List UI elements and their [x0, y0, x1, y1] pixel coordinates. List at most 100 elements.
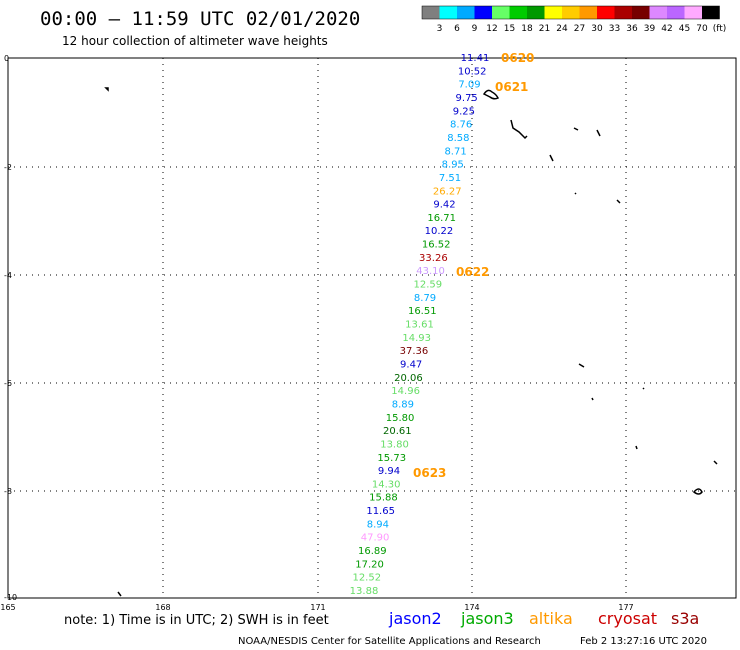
- pass-time-label: 0621: [495, 80, 528, 94]
- swh-value: 43.10: [416, 266, 445, 277]
- scale-border: [421, 5, 720, 20]
- island-5: [596, 129, 601, 137]
- track-values: 11.41 10.52 7.09 9.75 9.25 8.76 8.58 8.71 8.95 7.…: [350, 53, 490, 597]
- islands: [104, 87, 718, 597]
- island-10: [591, 397, 594, 401]
- swh-value: 47.90: [361, 533, 390, 544]
- swh-value: 9.75: [456, 93, 478, 104]
- scale-label: 30: [591, 24, 603, 34]
- swh-value: 7.51: [439, 173, 461, 184]
- scale-label: 18: [521, 24, 533, 34]
- swh-value: 20.06: [394, 373, 423, 384]
- island-1: [104, 87, 109, 92]
- swh-value: 16.89: [358, 546, 387, 557]
- latitude-label: -10: [4, 593, 17, 602]
- pass-times: 0620 0621 0622 0623: [413, 51, 534, 480]
- swh-value: 16.52: [422, 240, 451, 251]
- island-14: [692, 488, 703, 495]
- swh-value: 13.88: [350, 586, 379, 597]
- swh-value: 15.80: [386, 413, 415, 424]
- swh-value: 33.26: [419, 253, 448, 264]
- scale-swatch: [649, 6, 667, 19]
- swh-value: 8.58: [447, 133, 469, 144]
- scale-label: 21: [539, 24, 550, 34]
- scale-label: 27: [574, 24, 585, 34]
- swh-value: 16.71: [427, 213, 456, 224]
- island-13: [713, 460, 718, 465]
- island-11: [642, 387, 645, 390]
- scale-swatch: [597, 6, 615, 19]
- scale-swatch: [562, 6, 580, 19]
- swh-value: 15.73: [377, 453, 406, 464]
- pass-time-label: 0620: [501, 51, 534, 65]
- scale-label: 15: [504, 24, 515, 34]
- pass-time-label: 0622: [456, 265, 489, 279]
- swh-value: 11.41: [461, 53, 490, 64]
- scale-label: 36: [626, 24, 638, 34]
- scale-swatch: [684, 6, 702, 19]
- map-title: 00:00 – 11:59 UTC 02/01/2020: [40, 8, 360, 30]
- swh-value: 7.09: [458, 80, 480, 91]
- island-12: [635, 445, 638, 450]
- longitude-label: 171: [310, 603, 325, 612]
- latitude-label: -2: [4, 163, 12, 172]
- color-scale-legend: 3 6 9 12 15 18 21 24 27 30 33 36 39 42 45 70 (ft): [421, 5, 726, 34]
- latitude-label: 0: [4, 54, 9, 63]
- island-3: [510, 119, 528, 140]
- footer-timestamp: Feb 2 13:27:16 UTC 2020: [580, 636, 707, 647]
- swh-value: 17.20: [355, 559, 384, 570]
- swh-value: 13.80: [380, 439, 409, 450]
- scale-swatch: [632, 6, 650, 19]
- swh-value: 37.36: [400, 346, 429, 357]
- satellite-jason3: jason3: [460, 609, 514, 628]
- scale-swatch: [579, 6, 597, 19]
- island-15: [117, 591, 122, 597]
- swh-value: 10.22: [425, 226, 454, 237]
- island-6: [549, 154, 554, 162]
- scale-swatch: [492, 6, 510, 19]
- island-7: [574, 192, 577, 195]
- island-2: [482, 89, 500, 100]
- swh-value: 16.51: [408, 306, 437, 317]
- swh-value: 12.52: [352, 573, 381, 584]
- scale-label: 3: [437, 24, 443, 34]
- swh-value: 10.52: [458, 66, 487, 77]
- scale-label: 12: [486, 24, 497, 34]
- latitude-label: -6: [4, 379, 12, 388]
- scale-label: 33: [609, 24, 620, 34]
- satellite-cryosat: cryosat: [598, 609, 657, 628]
- scale-swatch: [509, 6, 527, 19]
- scale-swatch: [527, 6, 545, 19]
- swh-value: 12.59: [414, 280, 443, 291]
- scale-label: 6: [454, 24, 460, 34]
- swh-value: 8.95: [442, 160, 464, 171]
- note-text: note: 1) Time is in UTC; 2) SWH is in fe…: [64, 613, 329, 628]
- scale-swatch: [544, 6, 562, 19]
- scale-label: 9: [472, 24, 478, 34]
- swh-value: 14.30: [372, 479, 401, 490]
- swh-value: 11.65: [366, 506, 395, 517]
- footer-source: NOAA/NESDIS Center for Satellite Applica…: [238, 636, 541, 647]
- swh-value: 9.94: [378, 466, 400, 477]
- swh-value: 20.61: [383, 426, 412, 437]
- scale-label: 42: [661, 24, 672, 34]
- swh-value: 8.89: [392, 399, 414, 410]
- graticule: [7, 57, 736, 599]
- longitude-label: 177: [618, 603, 633, 612]
- swh-value: 8.94: [367, 519, 389, 530]
- satellite-s3a: s3a: [671, 609, 699, 628]
- island-4: [573, 127, 579, 131]
- scale-label: 39: [644, 24, 656, 34]
- latitude-label: -4: [4, 271, 12, 280]
- swh-value: 9.47: [400, 359, 422, 370]
- island-8: [616, 199, 621, 204]
- scale-swatch: [422, 6, 440, 19]
- swh-value: 26.27: [433, 186, 462, 197]
- pass-time-label: 0623: [413, 466, 446, 480]
- scale-swatch: [457, 6, 475, 19]
- scale-label: 45: [679, 24, 690, 34]
- scale-label: 24: [556, 24, 568, 34]
